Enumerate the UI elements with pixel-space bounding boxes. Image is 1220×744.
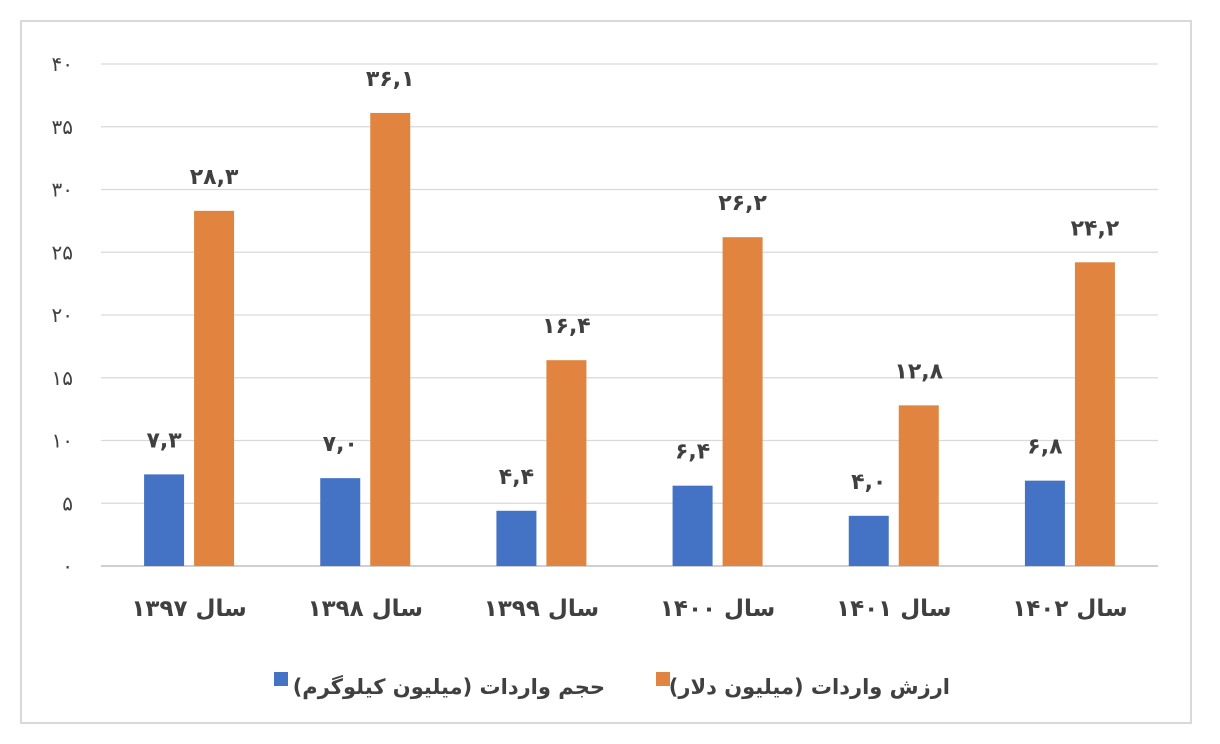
data-label-series-1-2: ۱۶,۴ (542, 314, 591, 339)
bar-series-0-5 (1024, 480, 1065, 566)
bar-series-0-1 (320, 478, 361, 566)
legend-swatch-series-1 (656, 672, 670, 686)
bar-series-0-3 (672, 485, 713, 566)
data-label-series-1-0: ۲۸,۳ (190, 165, 239, 190)
y-tick-label: ۴۰ (52, 52, 73, 76)
bar-series-0-0 (144, 474, 185, 566)
y-tick-label: ۳۵ (52, 115, 73, 139)
x-category-label: سال ۱۳۹۷ (131, 596, 246, 622)
x-category-label: سال ۱۴۰۲ (1012, 596, 1127, 622)
legend-label-series-1: ارزش واردات (میلیون دلار) (669, 675, 950, 699)
y-tick-label: ۵ (62, 491, 73, 515)
data-label-series-0-1: ۷,۰ (323, 432, 358, 457)
data-label-series-0-0: ۷,۳ (146, 428, 182, 453)
x-category-label: سال ۱۴۰۱ (836, 596, 951, 622)
y-tick-label: ۱۰ (52, 429, 73, 453)
x-category-label: سال ۱۳۹۸ (308, 596, 423, 622)
y-tick-label: ۱۵ (52, 366, 73, 390)
data-label-series-0-4: ۴,۰ (851, 470, 886, 495)
bar-series-0-2 (496, 510, 537, 566)
y-tick-label: ۲۵ (52, 240, 73, 264)
x-category-label: سال ۱۳۹۹ (484, 596, 599, 622)
legend-swatch-series-0 (274, 672, 288, 686)
data-label-series-1-5: ۲۴,۲ (1071, 216, 1120, 241)
data-label-series-1-1: ۳۶,۱ (366, 67, 415, 92)
bar-series-1-0 (194, 210, 235, 566)
bars (144, 112, 1115, 566)
legend-label-series-0: حجم واردات (میلیون کیلوگرم) (293, 674, 605, 699)
y-tick-label: ۲۰ (52, 303, 73, 327)
bar-series-1-3 (722, 237, 763, 566)
data-label-series-1-4: ۱۲,۸ (894, 359, 943, 384)
bar-series-1-5 (1074, 262, 1115, 566)
data-labels: ۷,۳ ۲۸,۳ ۷,۰ ۳۶,۱ ۴,۴ ۱۶,۴ ۶,۴ ۲۶,۲ ۴,۰ ۱۲,۸ ۶,۸ ۲۴… (146, 67, 1119, 495)
bar-series-1-4 (898, 405, 939, 566)
legend: حجم واردات (میلیون کیلوگرم) ارزش واردات … (274, 672, 950, 699)
gridlines (101, 63, 1158, 567)
data-label-series-0-5: ۶,۸ (1027, 435, 1063, 460)
data-label-series-0-3: ۶,۴ (675, 440, 710, 465)
y-axis: ۰ ۵ ۱۰ ۱۵ ۲۰ ۲۵ ۳۰ ۳۵ ۴۰ (52, 52, 73, 578)
x-category-label: سال ۱۴۰۰ (660, 596, 775, 622)
bar-series-0-4 (848, 515, 889, 566)
data-label-series-0-2: ۴,۴ (499, 465, 534, 490)
y-tick-label: ۳۰ (52, 178, 73, 202)
bar-series-1-2 (546, 360, 587, 566)
data-label-series-1-3: ۲۶,۲ (718, 191, 767, 216)
y-tick-label: ۰ (62, 554, 73, 578)
x-axis: سال ۱۳۹۷ سال ۱۳۹۸ سال ۱۳۹۹ سال ۱۴۰۰ سال ۱۴۰۱… (131, 596, 1127, 622)
bar-series-1-1 (370, 112, 411, 566)
